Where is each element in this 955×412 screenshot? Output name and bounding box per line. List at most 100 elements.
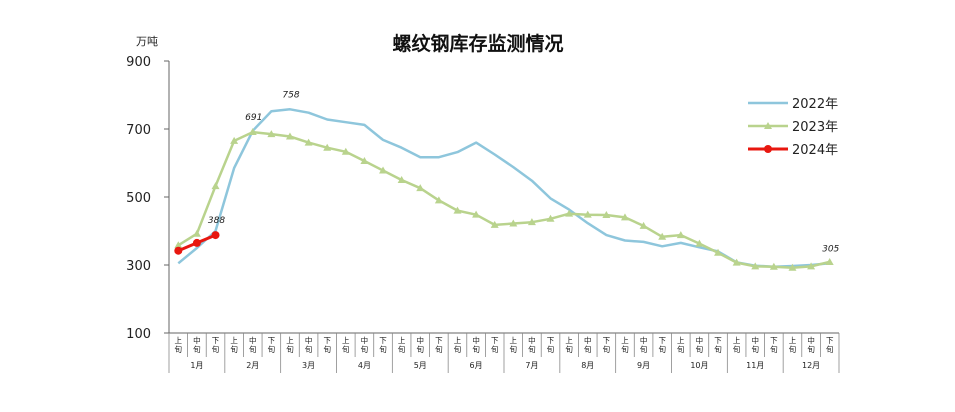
data-point [714,248,723,256]
x-tick-label: 中旬 [752,335,760,354]
x-tick-label: 中旬 [193,335,201,354]
data-point [211,231,220,240]
x-tick-label: 中旬 [807,335,815,354]
series-lines [174,108,834,271]
data-point [434,196,443,204]
data-point [341,147,350,155]
x-month-label: 11月 [746,361,764,370]
data-point [267,130,276,138]
data-label: 388 [208,216,225,226]
data-point [472,210,481,218]
x-tick-label: 上旬 [677,336,685,354]
x-tick-label: 上旬 [789,336,797,354]
x-tick-label: 下旬 [658,336,666,354]
x-tick-label: 中旬 [249,335,257,354]
data-point [825,257,834,265]
x-tick-label: 上旬 [733,336,741,354]
x-month-label: 12月 [802,361,820,370]
y-tick-label: 100 [126,327,151,342]
data-label: 758 [282,90,299,100]
data-point [658,232,667,240]
y-tick-label: 300 [126,259,151,274]
x-tick-label: 中旬 [472,335,480,354]
x-tick-label: 下旬 [268,336,276,354]
x-tick-label: 下旬 [491,336,499,354]
data-point [751,262,760,270]
x-tick-label: 下旬 [323,336,331,354]
data-point [174,241,183,249]
legend-marker [764,145,772,153]
x-month-label: 6月 [470,361,483,370]
x-tick-label: 中旬 [417,335,425,354]
x-tick-label: 中旬 [305,335,313,354]
legend-label: 2022年 [792,97,838,112]
data-point [211,182,220,190]
data-point [192,238,201,247]
data-point [527,218,536,226]
x-tick-label: 上旬 [454,336,462,354]
data-point [304,138,313,146]
x-month-label: 7月 [525,361,538,370]
data-point [769,262,778,270]
series-line [177,108,830,268]
x-tick-label: 上旬 [342,336,350,354]
x-tick-label: 下旬 [603,336,611,354]
data-point [248,128,257,136]
x-tick-label: 上旬 [398,336,406,354]
annotations: 388 691 758 305 [208,90,840,254]
x-month-label: 5月 [414,361,427,370]
data-point [732,258,741,266]
data-point [490,220,499,228]
x-tick-label: 上旬 [621,336,629,354]
x-month-label: 8月 [581,361,594,370]
y-tick-label: 700 [126,123,151,138]
data-point [620,213,629,221]
data-point [509,219,518,227]
x-tick-label: 上旬 [286,336,294,354]
x-month-label: 9月 [637,361,650,370]
data-point [192,229,201,237]
data-point [602,211,611,219]
data-point [397,176,406,183]
x-tick-label: 下旬 [435,336,443,354]
data-point [695,239,704,247]
x-tick-label: 中旬 [640,335,648,354]
x-month-label: 10月 [690,361,708,370]
data-point [639,221,648,229]
data-point [453,206,462,214]
y-axis-unit: 万吨 [136,35,158,48]
data-point [360,156,369,164]
data-point [583,210,592,218]
data-point [565,209,574,217]
data-point [379,166,388,174]
x-tick-label: 中旬 [696,335,704,354]
x-tick-label: 下旬 [770,336,778,354]
chart-title: 螺纹钢库存监测情况 [392,32,563,55]
legend-marker [764,122,772,129]
x-tick-label: 下旬 [714,336,722,354]
x-tick-label: 下旬 [547,336,555,354]
x-axis: 上旬中旬下旬上旬中旬下旬上旬中旬下旬上旬中旬下旬上旬中旬下旬上旬中旬下旬上旬中旬… [168,332,840,373]
data-point [788,263,797,271]
data-label: 305 [822,244,839,254]
x-month-label: 4月 [358,361,371,370]
data-point [676,231,685,239]
x-tick-label: 上旬 [175,336,183,354]
x-month-label: 1月 [190,361,203,370]
data-point [323,143,332,151]
series-line [177,130,830,269]
data-label: 691 [245,113,262,123]
y-tick-label: 900 [126,55,151,70]
x-tick-label: 上旬 [565,336,573,354]
x-tick-label: 下旬 [379,336,387,354]
data-point [546,214,555,222]
x-tick-label: 上旬 [510,336,518,354]
x-tick-label: 中旬 [584,335,592,354]
legend-label: 2024年 [792,143,838,158]
x-tick-label: 下旬 [826,336,834,354]
x-tick-label: 中旬 [361,335,369,354]
data-point [285,132,294,140]
x-tick-label: 上旬 [230,336,238,354]
y-tick-label: 500 [126,191,151,206]
